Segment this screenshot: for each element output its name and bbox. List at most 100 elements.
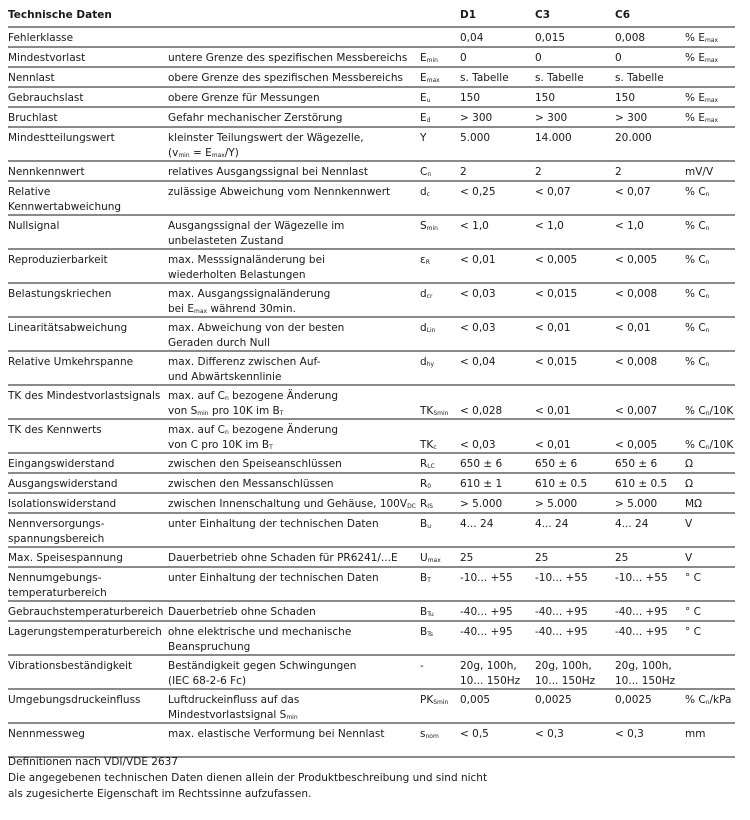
row-description: Geraden durch Null (168, 336, 270, 351)
text-segment: Ω (685, 478, 694, 490)
value-c3: s. Tabelle (535, 72, 584, 84)
value-c6: 610 ± 0.5 (615, 478, 668, 490)
row-label: Nennumgebungs- (8, 572, 102, 584)
subscript: T (269, 444, 273, 451)
value-c6: 20.000 (615, 132, 652, 144)
symbol-base: E (420, 72, 427, 84)
row-symbol: Cn (420, 165, 431, 182)
table-row: Nennumgebungs-temperaturbereich unter Ein… (8, 568, 735, 602)
value-d1: -10... +55 (460, 572, 513, 584)
row-label: Reproduzierbarkeit (8, 254, 108, 266)
value-c6: < 0,3 (615, 728, 644, 740)
value-d1: < 0,03 (460, 322, 496, 334)
text-segment: wiederholten Belastungen (168, 269, 306, 281)
value-c3: < 0,01 (535, 322, 571, 334)
value-c3: < 0,01 (535, 405, 571, 417)
subscript: max (704, 37, 719, 44)
subscript: max (194, 308, 208, 315)
row-description: wiederholten Belastungen (168, 268, 305, 283)
text-segment: Luftdruckeinfluss auf das (168, 694, 300, 706)
row-unit: Ω (685, 457, 693, 472)
value-c3: 0,015 (535, 32, 566, 44)
value-c3: 4... 24 (535, 518, 569, 530)
value-d1: < 0,03 (460, 288, 496, 300)
table-row: Reproduzierbarkeit max. Messsignaländerun… (8, 250, 735, 284)
row-unit: % Cn (685, 355, 709, 372)
column-header-c6: C6 (615, 9, 631, 21)
footnote: Definitionen nach VDI/VDE 2637 Die angeg… (8, 754, 487, 802)
value-d1: 0,005 (460, 694, 491, 706)
text-segment: mV/V (685, 166, 714, 178)
row-label: Belastungskriechen (8, 288, 112, 300)
row-label: Linearitätsabweichung (8, 322, 128, 334)
symbol-base: U (420, 552, 428, 564)
text-segment: % E (685, 92, 705, 104)
text-segment: % E (685, 32, 705, 44)
row-label: Nennlast (8, 72, 55, 84)
table-row: Belastungskriechen max. Ausgangssignaländ… (8, 284, 735, 318)
symbol-subscript: max (427, 557, 441, 564)
row-description: obere Grenze des spezifischen Messbereic… (168, 71, 403, 86)
text-segment: Beständigkeit gegen Schwingungen (168, 660, 357, 672)
row-symbol: TKc (420, 438, 437, 455)
value-d1: < 0,03 (460, 439, 496, 451)
symbol-subscript: min (426, 225, 438, 232)
symbol-base: d (420, 288, 427, 300)
row-unit: ° C (685, 571, 701, 586)
value-c3: < 0,3 (535, 728, 564, 740)
text-segment: % C (685, 220, 706, 232)
table-row: Nennmessweg max. elastische Verformung be… (8, 724, 735, 758)
row-symbol: RIS (420, 497, 433, 514)
table-row: Gebrauchslast obere Grenze für Messungen E… (8, 88, 735, 108)
row-label: spannungsbereich (8, 533, 105, 545)
row-description: untere Grenze des spezifischen Messberei… (168, 51, 407, 66)
value-d1: > 300 (460, 112, 493, 124)
value-d1: 25 (460, 552, 474, 564)
row-unit: % Cn (685, 185, 709, 202)
text-segment: ° C (685, 606, 701, 618)
symbol-base: B (420, 606, 428, 618)
table-row: Max. Speisespannung Dauerbetrieb ohne Sch… (8, 548, 735, 568)
value-d1: < 0,04 (460, 356, 496, 368)
subscript: max (704, 57, 719, 64)
symbol-subscript: c (433, 444, 437, 451)
row-label: Umgebungsdruckeinfluss (8, 694, 141, 706)
value-c6: < 1,0 (615, 220, 644, 232)
text-segment: /Y) (224, 147, 239, 159)
row-unit: % Emax (685, 91, 718, 108)
row-symbol: εR (420, 253, 430, 270)
row-symbol: dLin (420, 321, 435, 338)
value-c3: 650 ± 6 (535, 458, 578, 470)
row-description: kleinster Teilungswert der Wägezelle, (168, 131, 364, 146)
value-c6: < 0,008 (615, 288, 658, 300)
row-unit: % Cn (685, 287, 709, 304)
row-description: max. Differenz zwischen Auf- (168, 355, 320, 370)
text-segment: V (685, 552, 693, 564)
symbol-subscript: u (426, 97, 431, 104)
value-c3: > 5.000 (535, 498, 578, 510)
value-c6: < 0,005 (615, 254, 658, 266)
value-d1: < 0,25 (460, 186, 496, 198)
row-description: max. Ausgangssignaländerung (168, 287, 330, 302)
row-label: TK des Kennwerts (8, 424, 102, 436)
row-symbol: Emax (420, 71, 440, 88)
row-label: Mindestvorlast (8, 52, 86, 64)
value-c3: < 0,07 (535, 186, 571, 198)
table-row: Nennkennwert relatives Ausgangssignal bei… (8, 162, 735, 182)
row-symbol: Ed (420, 111, 430, 128)
row-description: ohne elektrische und mechanische (168, 625, 351, 640)
row-description: unter Einhaltung der technischen Daten (168, 517, 379, 532)
text-segment: bezogene Änderung (228, 424, 339, 436)
subscript: n (705, 191, 710, 198)
text-segment: zwischen den Messanschlüssen (168, 478, 334, 490)
value-c3: 2 (535, 166, 542, 178)
spec-table: Technische Daten D1 C3 C6 Fehlerklasse 0,… (8, 6, 735, 758)
text-segment: max. Ausgangssignaländerung (168, 288, 331, 300)
subscript: DC (407, 503, 416, 510)
value-c3: 0,0025 (535, 694, 572, 706)
value-c6: 10... 150Hz (615, 675, 676, 687)
text-segment: % C (685, 439, 706, 451)
subscript: min (197, 410, 209, 417)
row-unit: Ω (685, 477, 693, 492)
value-d1: 0,04 (460, 32, 484, 44)
